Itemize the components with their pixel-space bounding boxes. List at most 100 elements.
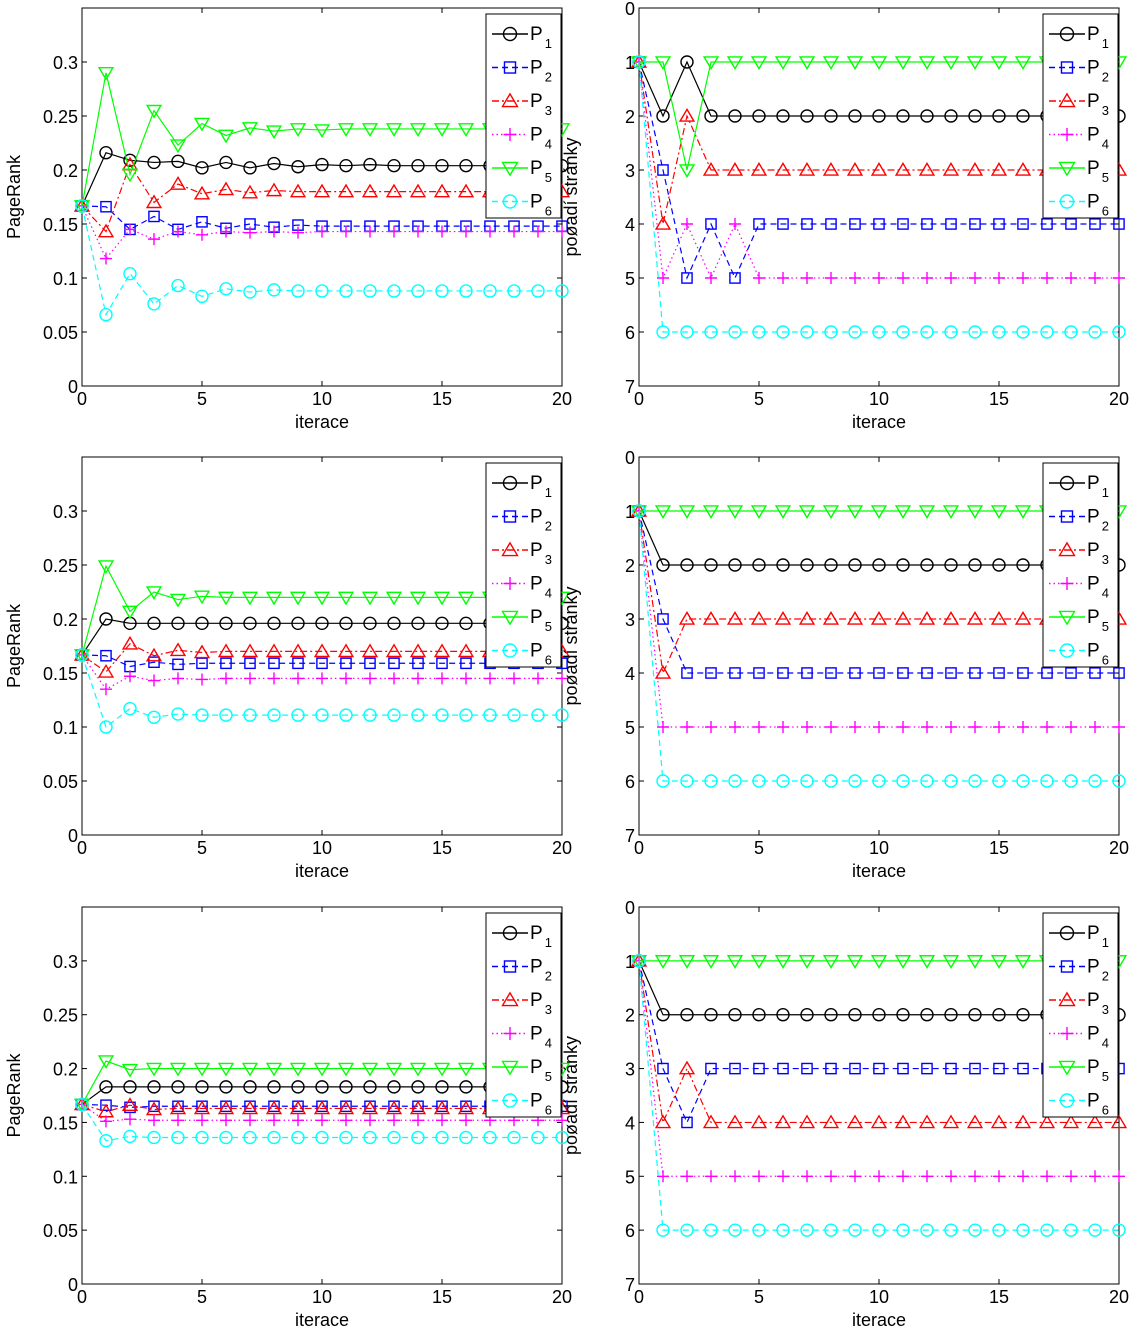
data-point: [241, 643, 259, 658]
data-point: [774, 1114, 792, 1129]
data-point: [169, 139, 187, 154]
data-point: [99, 720, 113, 734]
data-point: [340, 672, 352, 685]
data-point: [75, 648, 89, 662]
data-point: [896, 1008, 910, 1022]
x-tick-label: 0: [634, 389, 644, 409]
legend-marker: [1059, 194, 1075, 209]
data-point: [1016, 109, 1030, 123]
data-point: [243, 161, 257, 175]
data-point: [872, 774, 886, 788]
data-point: [705, 272, 717, 284]
data-point: [531, 708, 545, 722]
data-point: [387, 616, 401, 631]
data-point: [632, 55, 646, 69]
y-tick-label: 0: [625, 898, 635, 918]
data-point: [315, 157, 329, 172]
data-point: [753, 1062, 765, 1075]
data-point: [798, 162, 816, 176]
data-point: [1014, 611, 1032, 625]
data-point: [99, 612, 113, 626]
data-point: [267, 156, 281, 171]
data-point: [654, 216, 672, 230]
data-point: [340, 657, 352, 670]
y-tick-label: 0.15: [43, 215, 78, 235]
data-point: [172, 672, 184, 685]
data-point: [556, 225, 568, 238]
data-point: [753, 1170, 765, 1183]
data-point: [100, 1115, 112, 1128]
data-point: [777, 272, 789, 284]
data-point: [704, 558, 718, 572]
data-point: [1038, 1114, 1056, 1129]
data-point: [822, 56, 840, 70]
data-point: [220, 657, 232, 670]
data-point: [656, 558, 670, 572]
y-tick-label: 5: [625, 718, 635, 738]
data-point: [681, 218, 693, 230]
x-tick-label: 20: [552, 1287, 572, 1307]
data-point: [990, 56, 1008, 70]
series-line: [81, 1103, 562, 1122]
y-tick-label: 0.15: [43, 664, 78, 684]
data-point: [385, 643, 403, 658]
series-P4: [76, 1098, 568, 1128]
data-point: [849, 1170, 861, 1183]
data-point: [681, 1116, 693, 1129]
data-point: [267, 283, 281, 297]
data-point: [848, 774, 862, 788]
series-P6: [75, 1097, 569, 1148]
data-point: [459, 616, 473, 631]
data-point: [339, 158, 353, 173]
data-point: [339, 1080, 353, 1094]
legend-marker: [502, 643, 518, 658]
data-point: [244, 226, 256, 239]
data-point: [1041, 1170, 1053, 1183]
data-point: [1017, 272, 1029, 284]
y-tick-label: 2: [625, 1006, 635, 1026]
y-tick-label: 3: [625, 610, 635, 630]
legend-box: [1042, 13, 1119, 219]
data-point: [124, 223, 136, 236]
data-point: [244, 657, 256, 670]
chart-panel-bottom-left: 0 5 10 15 20 0 0.05 0.1 0.15 0.2 0.25 0.3 iterace Pag…: [4, 906, 572, 1330]
data-point: [657, 613, 669, 625]
data-point: [704, 1008, 718, 1022]
data-point: [801, 1062, 813, 1075]
legend: P 1 P 2 P 3 P 4 P 5 P 6: [1042, 462, 1119, 668]
data-point: [848, 558, 862, 572]
data-point: [873, 1170, 885, 1183]
data-point: [678, 108, 696, 122]
data-point: [846, 1114, 864, 1129]
data-point: [172, 225, 184, 238]
data-point: [433, 1062, 451, 1077]
data-point: [97, 1055, 115, 1070]
x-axis-label: iterace: [852, 1310, 906, 1330]
data-point: [729, 272, 741, 284]
data-point: [1065, 721, 1077, 733]
data-point: [313, 1062, 331, 1077]
legend-marker: [503, 1027, 517, 1040]
x-tick-label: 15: [989, 389, 1009, 409]
data-point: [801, 721, 813, 733]
data-point: [776, 109, 790, 123]
data-point: [97, 663, 115, 678]
data-point: [267, 708, 281, 722]
data-point: [484, 672, 496, 685]
data-point: [268, 672, 280, 685]
data-point: [244, 672, 256, 685]
data-point: [531, 284, 545, 298]
data-point: [945, 1170, 957, 1183]
data-point: [388, 657, 400, 670]
